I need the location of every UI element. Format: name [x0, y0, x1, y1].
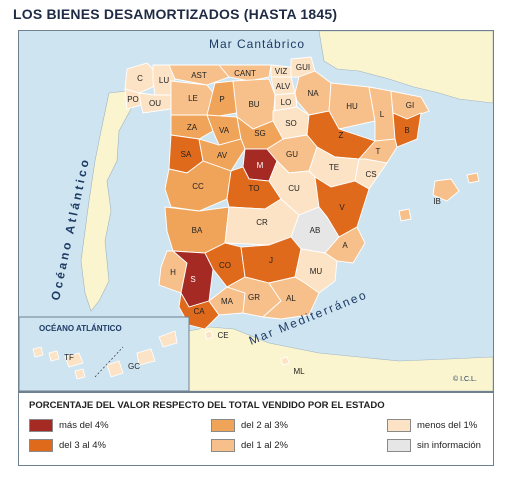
legend-label-4: del 1 al 2% [241, 440, 289, 451]
copyright-text: © I.C.L. [453, 375, 477, 383]
province-AST [168, 64, 230, 86]
province-label-GUI: GUI [296, 63, 310, 72]
province-CS [354, 158, 388, 190]
province-label-CANT: CANT [234, 69, 256, 78]
legend-item-4: del 1 al 2% [211, 439, 288, 452]
province-label-S: S [190, 275, 195, 284]
legend-item-1: más del 4% [29, 419, 109, 432]
province-label-GR: GR [248, 293, 260, 302]
province-label-VIZ: VIZ [275, 67, 288, 76]
province-label-CR: CR [256, 218, 268, 227]
province-label-AL: AL [286, 294, 296, 303]
province-label-ML: ML [293, 367, 305, 376]
province-label-CS: CS [365, 170, 376, 179]
province-label-CU: CU [288, 184, 300, 193]
province-label-H: H [170, 268, 176, 277]
legend-title: PORCENTAJE DEL VALOR RESPECTO DEL TOTAL … [29, 400, 385, 411]
legend-label-5: menos del 1% [417, 420, 478, 431]
map-svg: Mar Cantábrico Océano Atlántico Mar Medi… [19, 31, 493, 391]
province-label-CO: CO [219, 261, 231, 270]
province-label-AST: AST [191, 71, 207, 80]
province-label-V: V [339, 203, 345, 212]
province-label-ALV: ALV [276, 82, 291, 91]
province-label-LE: LE [188, 94, 198, 103]
legend-swatch-1 [29, 419, 53, 432]
legend-swatch-5 [387, 419, 411, 432]
province-label-J: J [269, 256, 273, 265]
province-label-C: C [137, 74, 143, 83]
legend-swatch-4 [211, 439, 235, 452]
france-land [318, 31, 493, 104]
portugal-land [80, 90, 132, 312]
legend-label-2: del 3 al 4% [59, 440, 107, 451]
province-label-SA: SA [181, 150, 192, 159]
province-ML [280, 356, 290, 366]
province-label-MA: MA [221, 297, 234, 306]
province-label-M: M [257, 161, 264, 170]
province-label-AB: AB [310, 226, 321, 235]
province-label-LU: LU [159, 76, 169, 85]
province-label-SG: SG [254, 129, 266, 138]
province-IB [398, 172, 480, 222]
map-area: Mar Cantábrico Océano Atlántico Mar Medi… [18, 30, 494, 392]
legend-swatch-3 [211, 419, 235, 432]
legend-swatch-2 [29, 439, 53, 452]
province-label-OU: OU [149, 99, 161, 108]
legend-label-3: del 2 al 3% [241, 420, 289, 431]
sea-label-atlantico-inset: OCÉANO ATLÁNTICO [39, 324, 122, 333]
province-label-P: P [219, 95, 224, 104]
legend-item-3: del 2 al 3% [211, 419, 288, 432]
legend-item-5: menos del 1% [387, 419, 477, 432]
inset-frame [19, 316, 190, 391]
inset-divider [94, 346, 124, 378]
province-label-IB: IB [433, 197, 441, 206]
sea-label-cantabrico: Mar Cantábrico [209, 37, 305, 51]
province-label-A: A [342, 241, 348, 250]
province-label-TE: TE [329, 163, 339, 172]
province-label-VA: VA [219, 126, 230, 135]
province-label-L: L [380, 110, 385, 119]
province-HU [328, 82, 376, 130]
province-label-CA: CA [193, 307, 205, 316]
africa-land [188, 326, 493, 391]
province-label-B: B [404, 126, 409, 135]
legend-label-1: más del 4% [59, 420, 109, 431]
province-label-HU: HU [346, 102, 358, 111]
legend-swatch-6 [387, 439, 411, 452]
province-label-TO: TO [249, 184, 260, 193]
province-label-T: T [376, 147, 381, 156]
province-label-BU: BU [248, 100, 259, 109]
province-label-SO: SO [285, 119, 297, 128]
province-label-TF: TF [64, 353, 74, 362]
province-CE [204, 330, 214, 340]
province-label-GI: GI [406, 101, 414, 110]
province-AL [261, 276, 320, 320]
province-label-ZA: ZA [187, 123, 198, 132]
province-label-PO: PO [127, 95, 139, 104]
province-label-Z: Z [339, 131, 344, 140]
legend-label-6: sin información [417, 440, 481, 451]
province-ZA [170, 114, 214, 140]
canary-inset [19, 316, 190, 391]
province-label-NA: NA [307, 89, 319, 98]
province-label-GU: GU [286, 150, 298, 159]
province-CANT [218, 64, 272, 82]
province-label-GC: GC [128, 362, 140, 371]
legend-item-6: sin información [387, 439, 481, 452]
province-label-BA: BA [192, 226, 203, 235]
province-label-MU: MU [310, 267, 323, 276]
province-label-CC: CC [192, 182, 204, 191]
province-label-CE: CE [217, 331, 228, 340]
provinces-group [124, 56, 480, 366]
legend-panel: PORCENTAJE DEL VALOR RESPECTO DEL TOTAL … [18, 392, 494, 466]
map-title: LOS BIENES DESAMORTIZADOS (HASTA 1845) [13, 6, 338, 22]
province-label-LO: LO [281, 98, 292, 107]
province-P [206, 80, 238, 118]
province-GC [106, 330, 178, 378]
legend-item-2: del 3 al 4% [29, 439, 106, 452]
province-TF [32, 346, 86, 380]
province-label-AV: AV [217, 151, 228, 160]
